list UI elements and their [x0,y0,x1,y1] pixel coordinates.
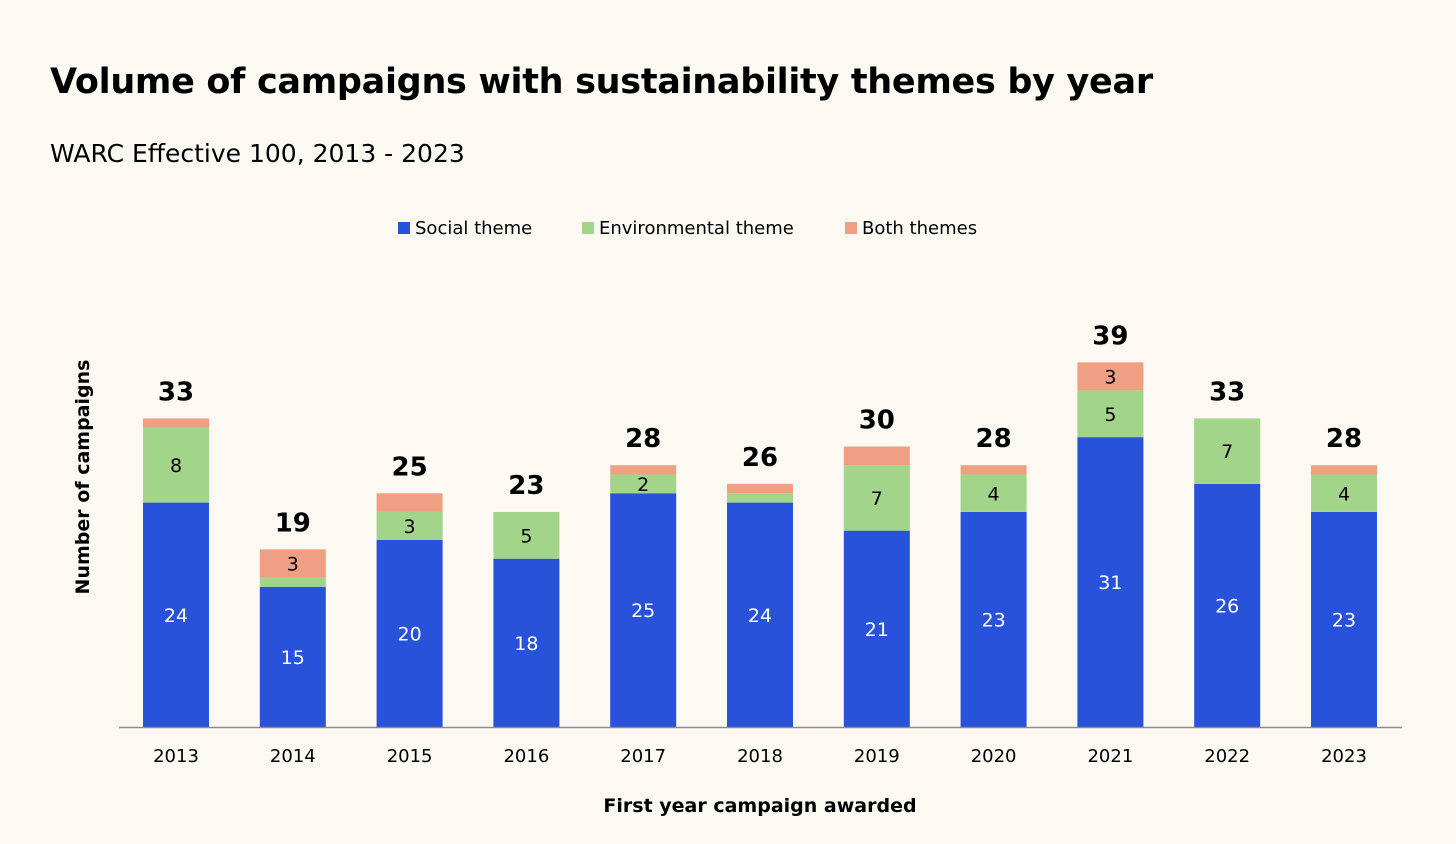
bar-environmental-2021 [1077,390,1144,438]
x-tick-label-2023: 2023 [1321,746,1367,767]
x-tick-label-2020: 2020 [971,746,1017,767]
data-label-social-2013: 24 [164,605,188,627]
data-label-environmental-2023: 4 [1338,483,1350,505]
bar-environmental-2022 [1194,418,1261,484]
bar-social-2017 [610,493,677,727]
bar-both-2015 [376,493,443,512]
x-axis-title: First year campaign awarded [603,795,916,817]
x-tick-label-2018: 2018 [737,746,783,767]
legend-social-swatch [398,222,410,234]
bar-social-2019 [843,530,910,727]
bar-environmental-2017 [610,474,677,494]
total-label-2013: 33 [158,377,194,407]
bar-environmental-2018 [727,493,793,503]
bar-environmental-2013 [143,427,209,503]
bar-social-2018 [727,502,793,727]
bar-social-2020 [960,511,1027,727]
data-label-social-2023: 23 [1332,609,1356,631]
total-label-2022: 33 [1209,377,1245,407]
data-label-social-2015: 20 [398,624,422,646]
data-label-environmental-2020: 4 [988,483,1000,505]
total-label-2015: 25 [392,452,428,482]
legend-environmental-label: Environmental theme [599,218,794,239]
x-tick-label-2013: 2013 [153,746,199,767]
total-label-2016: 23 [508,471,544,501]
total-label-2021: 39 [1092,321,1128,351]
data-label-environmental-2019: 7 [871,488,883,510]
x-tick-label-2014: 2014 [270,746,316,767]
bar-social-2016 [493,558,560,727]
x-tick-label-2017: 2017 [620,746,666,767]
total-label-2020: 28 [976,424,1012,454]
bar-environmental-2019 [843,465,910,531]
data-label-social-2014: 15 [281,647,305,669]
legend-both-swatch [845,222,857,234]
data-label-social-2021: 31 [1098,572,1122,594]
total-label-2017: 28 [625,424,661,454]
x-tick-label-2019: 2019 [854,746,900,767]
bar-both-2013 [143,418,209,428]
x-tick-labels: 2013 2014 2015 2016 2017 2018 2019 2020 2021 2022… [153,746,1367,767]
total-label-2018: 26 [742,443,778,473]
data-label-environmental-2021: 5 [1104,404,1116,426]
total-label-2014: 19 [275,508,311,538]
x-tick-label-2022: 2022 [1204,746,1250,767]
data-label-social-2020: 23 [982,609,1006,631]
data-label-social-2016: 18 [514,633,538,655]
data-label-environmental-2016: 5 [520,525,532,547]
x-tick-label-2015: 2015 [387,746,433,767]
data-label-both-2014: 3 [287,553,299,575]
bar-both-2018 [727,483,793,494]
data-label-social-2017: 25 [631,600,655,622]
x-tick-label-2021: 2021 [1087,746,1133,767]
data-label-environmental-2013: 8 [170,455,182,477]
chart-subtitle: WARC Effective 100, 2013 - 2023 [50,139,465,168]
bars [143,362,1377,727]
legend-social-label: Social theme [415,218,532,239]
bar-both-2019 [843,446,910,466]
y-axis-title: Number of campaigns [72,360,94,595]
bar-environmental-2014 [259,577,326,587]
segment-labels: 24 8 15 3 20 3 18 5 25 2 24 21 7 23 4 31 5 3 26 7 23 4 [164,366,1356,669]
legend: Social theme Environmental theme Both them… [398,218,977,239]
total-label-2019: 30 [859,406,895,436]
bar-both-2021 [1077,362,1144,391]
bar-environmental-2023 [1311,474,1377,512]
bar-social-2022 [1194,483,1261,727]
data-label-environmental-2015: 3 [404,516,416,538]
data-label-both-2021: 3 [1104,366,1116,388]
total-label-2023: 28 [1326,424,1362,454]
bar-social-2013 [143,502,209,727]
bar-social-2015 [376,540,443,727]
x-tick-label-2016: 2016 [503,746,549,767]
bar-both-2020 [960,465,1027,475]
bar-environmental-2020 [960,474,1027,512]
data-label-environmental-2022: 7 [1221,441,1233,463]
bar-both-2014 [259,549,326,578]
data-label-social-2022: 26 [1215,595,1239,617]
legend-environmental-swatch [582,222,594,234]
bar-social-2023 [1311,511,1377,727]
bar-social-2014 [259,586,326,727]
data-label-social-2018: 24 [748,605,772,627]
data-label-environmental-2017: 2 [637,474,649,496]
chart-title: Volume of campaigns with sustainability … [50,62,1153,102]
bar-environmental-2016 [493,511,560,559]
data-label-social-2019: 21 [865,619,889,641]
bar-both-2023 [1311,465,1377,475]
bar-social-2021 [1077,437,1144,727]
bar-both-2017 [610,465,677,475]
bar-environmental-2015 [376,511,443,540]
legend-both-label: Both themes [862,218,977,239]
